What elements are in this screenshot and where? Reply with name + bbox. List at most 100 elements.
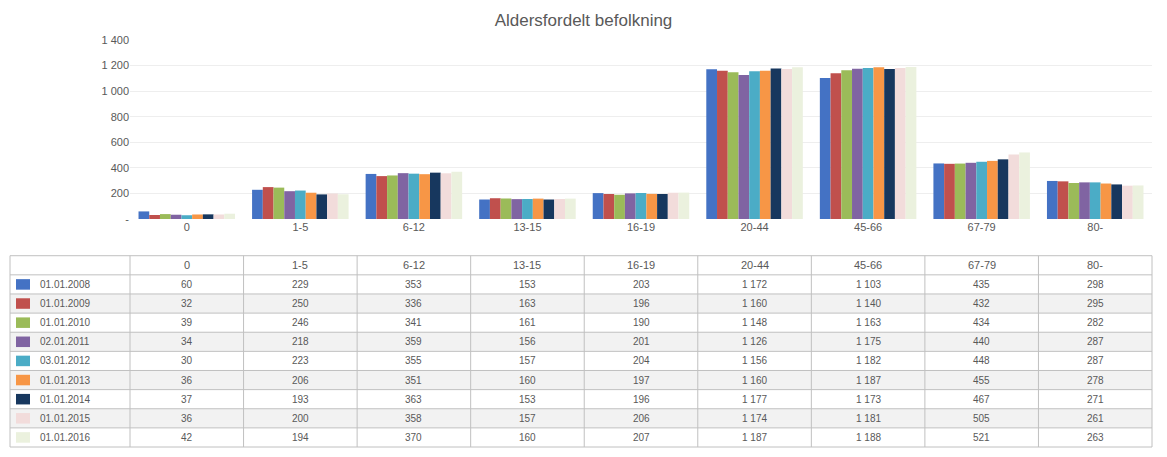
svg-text:229: 229 — [292, 279, 309, 290]
svg-text:67-79: 67-79 — [968, 221, 996, 233]
svg-text:16-19: 16-19 — [627, 259, 655, 271]
svg-text:448: 448 — [973, 355, 990, 366]
svg-text:197: 197 — [633, 375, 650, 386]
svg-text:246: 246 — [292, 317, 309, 328]
svg-text:800: 800 — [111, 111, 129, 123]
svg-text:42: 42 — [181, 432, 193, 443]
svg-text:67-79: 67-79 — [968, 259, 996, 271]
svg-text:250: 250 — [292, 298, 309, 309]
svg-text:156: 156 — [519, 336, 536, 347]
svg-text:13-15: 13-15 — [513, 259, 541, 271]
svg-text:287: 287 — [1087, 336, 1104, 347]
svg-text:505: 505 — [973, 413, 990, 424]
svg-text:341: 341 — [405, 317, 422, 328]
svg-text:1 000: 1 000 — [101, 85, 129, 97]
svg-text:355: 355 — [405, 355, 422, 366]
svg-text:336: 336 — [405, 298, 422, 309]
svg-text:1 182: 1 182 — [856, 355, 881, 366]
svg-text:1 174: 1 174 — [742, 413, 767, 424]
svg-text:6-12: 6-12 — [403, 259, 425, 271]
svg-text:161: 161 — [519, 317, 536, 328]
svg-text:295: 295 — [1087, 298, 1104, 309]
svg-text:298: 298 — [1087, 279, 1104, 290]
svg-text:440: 440 — [973, 336, 990, 347]
svg-text:20-44: 20-44 — [740, 221, 768, 233]
svg-text:358: 358 — [405, 413, 422, 424]
svg-text:20-44: 20-44 — [741, 259, 769, 271]
svg-text:03.01.2012: 03.01.2012 — [40, 355, 90, 366]
svg-text:282: 282 — [1087, 317, 1104, 328]
svg-text:1 173: 1 173 — [856, 394, 881, 405]
svg-text:01.01.2009: 01.01.2009 — [40, 298, 90, 309]
svg-text:261: 261 — [1087, 413, 1104, 424]
svg-text:01.01.2014: 01.01.2014 — [40, 394, 90, 405]
svg-text:Aldersfordelt befolkning: Aldersfordelt befolkning — [495, 11, 673, 30]
svg-text:1-5: 1-5 — [292, 259, 308, 271]
svg-text:196: 196 — [633, 394, 650, 405]
svg-text:1 140: 1 140 — [856, 298, 881, 309]
svg-text:204: 204 — [633, 355, 650, 366]
svg-text:206: 206 — [633, 413, 650, 424]
svg-text:1 163: 1 163 — [856, 317, 881, 328]
svg-text:455: 455 — [973, 375, 990, 386]
svg-text:467: 467 — [973, 394, 990, 405]
svg-text:287: 287 — [1087, 355, 1104, 366]
svg-text:370: 370 — [405, 432, 422, 443]
svg-text:157: 157 — [519, 355, 536, 366]
svg-text:13-15: 13-15 — [513, 221, 541, 233]
svg-text:160: 160 — [519, 375, 536, 386]
svg-text:400: 400 — [111, 162, 129, 174]
svg-text:521: 521 — [973, 432, 990, 443]
svg-text:207: 207 — [633, 432, 650, 443]
svg-text:1 187: 1 187 — [856, 375, 881, 386]
svg-text:01.01.2016: 01.01.2016 — [40, 432, 90, 443]
svg-text:1 156: 1 156 — [742, 355, 767, 366]
svg-text:353: 353 — [405, 279, 422, 290]
svg-text:02.01.2011: 02.01.2011 — [40, 336, 90, 347]
svg-text:203: 203 — [633, 279, 650, 290]
svg-text:1 172: 1 172 — [742, 279, 767, 290]
svg-text:1 187: 1 187 — [742, 432, 767, 443]
svg-text:359: 359 — [405, 336, 422, 347]
svg-text:80-: 80- — [1087, 259, 1103, 271]
svg-text:45-66: 45-66 — [854, 221, 882, 233]
svg-text:1 148: 1 148 — [742, 317, 767, 328]
svg-text:206: 206 — [292, 375, 309, 386]
svg-text:01.01.2015: 01.01.2015 — [40, 413, 90, 424]
svg-text:6-12: 6-12 — [403, 221, 425, 233]
svg-text:1 126: 1 126 — [742, 336, 767, 347]
svg-text:278: 278 — [1087, 375, 1104, 386]
svg-text:163: 163 — [519, 298, 536, 309]
svg-text:1 175: 1 175 — [856, 336, 881, 347]
svg-text:153: 153 — [519, 394, 536, 405]
svg-text:0: 0 — [184, 259, 190, 271]
svg-text:16-19: 16-19 — [627, 221, 655, 233]
svg-text:363: 363 — [405, 394, 422, 405]
svg-text:80-: 80- — [1087, 221, 1103, 233]
svg-text:351: 351 — [405, 375, 422, 386]
svg-text:1 188: 1 188 — [856, 432, 881, 443]
svg-text:200: 200 — [292, 413, 309, 424]
svg-text:263: 263 — [1087, 432, 1104, 443]
svg-text:200: 200 — [111, 187, 129, 199]
svg-text:1 160: 1 160 — [742, 375, 767, 386]
svg-text:201: 201 — [633, 336, 650, 347]
svg-text:1 160: 1 160 — [742, 298, 767, 309]
svg-text:432: 432 — [973, 298, 990, 309]
svg-text:30: 30 — [181, 355, 193, 366]
svg-text:600: 600 — [111, 136, 129, 148]
svg-text:196: 196 — [633, 298, 650, 309]
svg-text:1 400: 1 400 — [101, 34, 129, 46]
svg-text:36: 36 — [181, 375, 193, 386]
svg-text:153: 153 — [519, 279, 536, 290]
svg-text:-: - — [125, 213, 129, 225]
svg-text:1 103: 1 103 — [856, 279, 881, 290]
svg-text:435: 435 — [973, 279, 990, 290]
svg-text:32: 32 — [181, 298, 193, 309]
svg-text:01.01.2008: 01.01.2008 — [40, 279, 90, 290]
svg-text:0: 0 — [184, 221, 190, 233]
svg-text:434: 434 — [973, 317, 990, 328]
svg-text:60: 60 — [181, 279, 193, 290]
svg-text:160: 160 — [519, 432, 536, 443]
svg-text:01.01.2013: 01.01.2013 — [40, 375, 90, 386]
